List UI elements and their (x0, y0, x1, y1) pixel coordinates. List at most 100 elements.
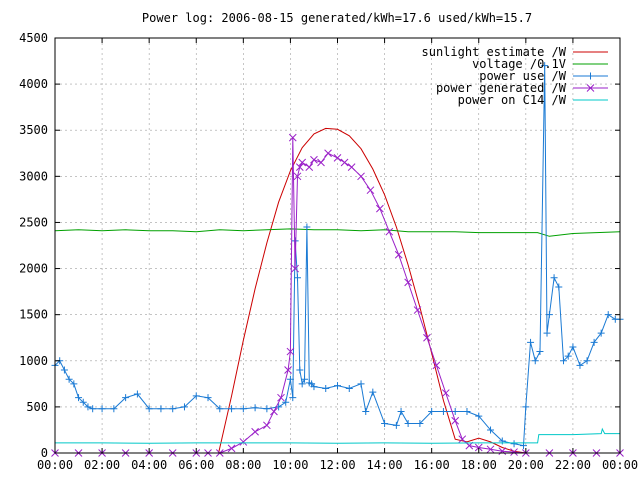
data-point-marker (284, 366, 292, 374)
data-point-marker (60, 366, 68, 374)
data-point-marker (263, 405, 271, 413)
data-point-marker (543, 329, 551, 337)
x-tick-label: 08:00 (225, 458, 261, 472)
data-point-marker (545, 311, 553, 319)
tick-layer: 00:00 02:00 04:00 06:00 08:00 10:00 12:00 14:00… (19, 31, 638, 472)
data-point-marker (451, 408, 459, 415)
data-point-marker (432, 361, 441, 370)
data-point-marker (333, 154, 342, 162)
data-point-marker (293, 274, 301, 282)
legend-label: power use /W (479, 69, 566, 83)
series-line-sunlight-estimate (218, 127, 526, 454)
y-tick-label: 0 (41, 446, 48, 460)
data-point-marker (89, 405, 97, 413)
data-point-marker (439, 408, 447, 415)
data-point-marker (334, 382, 341, 390)
x-tick-label: 00:00 (602, 458, 638, 472)
data-point-marker (192, 392, 200, 400)
data-point-marker (394, 250, 403, 259)
data-point-marker (357, 172, 365, 181)
data-point-marker (228, 405, 236, 413)
data-point-marker (404, 419, 412, 427)
series-line-power-on-c14 (55, 427, 620, 444)
data-point-marker (286, 375, 294, 383)
data-point-marker (277, 393, 285, 402)
data-point-marker (376, 204, 384, 213)
chart-title: Power log: 2006-08-15 generated/kWh=17.6… (142, 11, 532, 25)
data-point-marker (282, 398, 290, 406)
data-point-marker (458, 435, 467, 444)
data-point-marker (286, 347, 295, 356)
data-point-marker (510, 448, 518, 456)
data-point-marker (227, 444, 236, 453)
legend-label: sunlight estimate /W (422, 45, 567, 59)
data-point-marker (474, 443, 483, 452)
y-tick-label: 1000 (19, 354, 48, 368)
data-point-marker (604, 311, 612, 319)
x-tick-label: 00:00 (37, 458, 73, 472)
data-point-marker (555, 283, 563, 291)
data-point-marker (510, 440, 518, 448)
data-point-marker (98, 405, 106, 413)
series-line-voltage (54, 228, 621, 237)
x-tick-label: 14:00 (367, 458, 403, 472)
data-point-marker (70, 380, 78, 388)
data-point-marker (416, 419, 424, 427)
data-point-marker (263, 421, 271, 430)
data-point-marker (75, 394, 83, 402)
y-tick-label: 4500 (19, 31, 48, 45)
data-point-marker (560, 357, 567, 365)
data-point-marker (180, 403, 188, 411)
data-point-marker (527, 338, 535, 346)
x-tick-label: 18:00 (461, 458, 497, 472)
x-tick-label: 16:00 (414, 458, 450, 472)
data-point-marker (293, 172, 302, 181)
y-tick-label: 1500 (19, 308, 48, 322)
data-point-marker (423, 333, 431, 342)
data-point-marker (298, 380, 306, 388)
data-point-marker (522, 403, 530, 411)
x-tick-label: 04:00 (131, 458, 167, 472)
data-point-marker (216, 405, 224, 413)
data-point-marker (451, 416, 460, 425)
series-power-on-c14 (55, 427, 620, 444)
data-point-marker (301, 375, 309, 383)
data-point-marker (487, 426, 495, 434)
data-point-marker (392, 421, 400, 429)
grid-layer (55, 38, 620, 453)
x-tick-label: 02:00 (84, 458, 120, 472)
series-line-power-use (54, 65, 620, 447)
data-point-marker (239, 438, 248, 446)
series-power-use (51, 62, 624, 450)
y-tick-label: 2000 (19, 262, 48, 276)
data-point-marker (541, 62, 549, 70)
y-tick-label: 3500 (19, 123, 48, 137)
legend-entry-voltage: voltage /0.1V (472, 57, 608, 71)
data-point-marker (550, 274, 558, 282)
data-point-marker (385, 227, 394, 236)
series-voltage (54, 228, 621, 237)
x-tick-label: 06:00 (178, 458, 214, 472)
data-point-marker (79, 398, 87, 406)
data-point-marker (340, 158, 349, 167)
legend-label: power generated /W (436, 81, 567, 95)
data-point-marker (475, 412, 483, 420)
legend-entry-power-generated: power generated /W (436, 81, 608, 95)
data-point-marker (291, 264, 299, 273)
data-point-marker (296, 366, 304, 374)
x-tick-label: 12:00 (319, 458, 355, 472)
data-point-marker (239, 405, 247, 413)
data-point-marker (303, 223, 311, 231)
data-point-marker (531, 357, 539, 365)
legend-entry-sunlight-estimate: sunlight estimate /W (422, 45, 608, 59)
series-sunlight-estimate (218, 127, 526, 454)
data-point-marker (347, 163, 356, 171)
data-point-marker (586, 84, 595, 92)
data-point-marker (441, 389, 450, 397)
data-point-marker (597, 329, 605, 337)
data-point-marker (576, 361, 584, 369)
data-point-marker (397, 408, 405, 415)
